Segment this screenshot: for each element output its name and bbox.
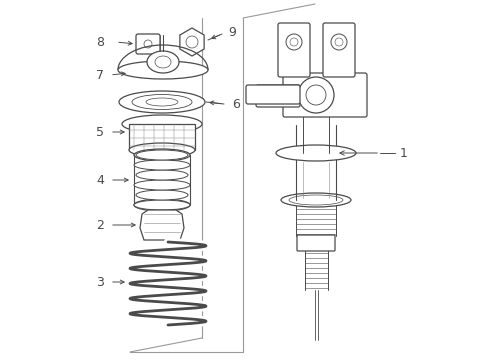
FancyBboxPatch shape	[246, 85, 300, 104]
Polygon shape	[180, 28, 204, 56]
Ellipse shape	[134, 180, 190, 190]
Text: 9: 9	[228, 26, 236, 39]
Ellipse shape	[147, 51, 179, 73]
Ellipse shape	[136, 170, 188, 180]
Text: 3: 3	[96, 275, 104, 288]
Text: 8: 8	[96, 36, 104, 49]
Bar	[129, 124, 195, 150]
Ellipse shape	[276, 145, 356, 161]
Text: 7: 7	[96, 68, 104, 81]
Text: 1: 1	[400, 147, 408, 159]
FancyBboxPatch shape	[283, 73, 367, 117]
Text: 2: 2	[96, 219, 104, 231]
Ellipse shape	[146, 98, 178, 106]
FancyBboxPatch shape	[323, 23, 355, 77]
Circle shape	[144, 40, 152, 48]
Circle shape	[306, 85, 326, 105]
Ellipse shape	[134, 149, 190, 161]
Ellipse shape	[281, 193, 351, 207]
Ellipse shape	[136, 150, 188, 160]
Circle shape	[331, 34, 347, 50]
Ellipse shape	[122, 115, 202, 133]
Ellipse shape	[136, 190, 188, 200]
Ellipse shape	[132, 95, 192, 109]
Circle shape	[335, 38, 343, 46]
Polygon shape	[140, 210, 184, 240]
FancyBboxPatch shape	[297, 235, 335, 251]
Ellipse shape	[134, 199, 190, 211]
Ellipse shape	[289, 195, 343, 205]
Text: 6: 6	[232, 98, 240, 111]
Ellipse shape	[118, 61, 208, 79]
Ellipse shape	[119, 91, 205, 113]
FancyBboxPatch shape	[278, 23, 310, 77]
Circle shape	[286, 34, 302, 50]
Text: 4: 4	[96, 174, 104, 186]
Ellipse shape	[134, 200, 190, 210]
Text: 5: 5	[96, 126, 104, 139]
Circle shape	[298, 77, 334, 113]
Circle shape	[290, 38, 298, 46]
Ellipse shape	[134, 160, 190, 170]
Ellipse shape	[155, 56, 171, 68]
FancyBboxPatch shape	[136, 34, 160, 54]
FancyBboxPatch shape	[256, 85, 300, 107]
Ellipse shape	[129, 143, 195, 157]
Circle shape	[186, 36, 198, 48]
